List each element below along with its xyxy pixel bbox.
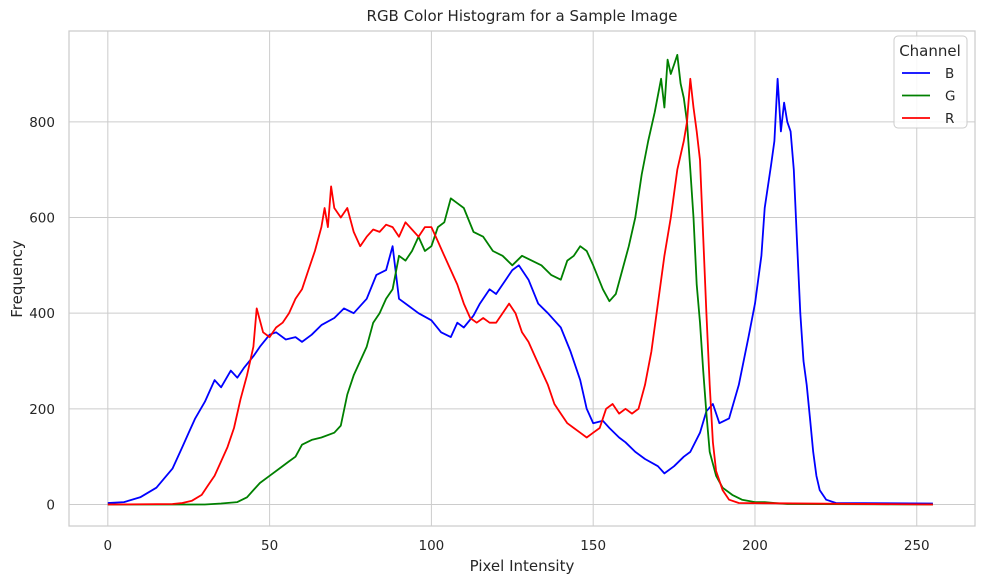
legend-label-b: B — [945, 66, 954, 82]
legend: Channel BGR — [893, 35, 968, 129]
y-tick-label: 400 — [29, 306, 55, 322]
grid — [69, 31, 975, 526]
y-tick-label: 800 — [29, 115, 55, 131]
series-line-g — [107, 54, 933, 506]
tick-labels: 0 50 100 150 200 250 0 200 400 600 800 — [29, 115, 929, 554]
y-axis-label: Frequency — [8, 240, 26, 318]
x-tick-label: 0 — [104, 538, 113, 554]
chart-title: RGB Color Histogram for a Sample Image — [367, 7, 678, 25]
y-tick-label: 200 — [29, 402, 55, 418]
x-tick-label: 250 — [904, 538, 930, 554]
series-line-r — [107, 77, 933, 506]
legend-title: Channel — [899, 42, 961, 60]
legend-label-g: G — [945, 89, 955, 105]
x-tick-label: 200 — [742, 538, 768, 554]
series-lines — [107, 54, 933, 506]
y-tick-label: 600 — [29, 211, 55, 227]
x-tick-label: 150 — [580, 538, 606, 554]
plot-frame — [68, 30, 976, 527]
x-tick-label: 100 — [419, 538, 445, 554]
legend-box — [893, 35, 968, 129]
series-line-b — [107, 77, 933, 505]
x-axis-label: Pixel Intensity — [470, 557, 575, 575]
x-tick-label: 50 — [261, 538, 278, 554]
legend-label-r: R — [945, 111, 954, 127]
y-tick-label: 0 — [46, 497, 55, 513]
